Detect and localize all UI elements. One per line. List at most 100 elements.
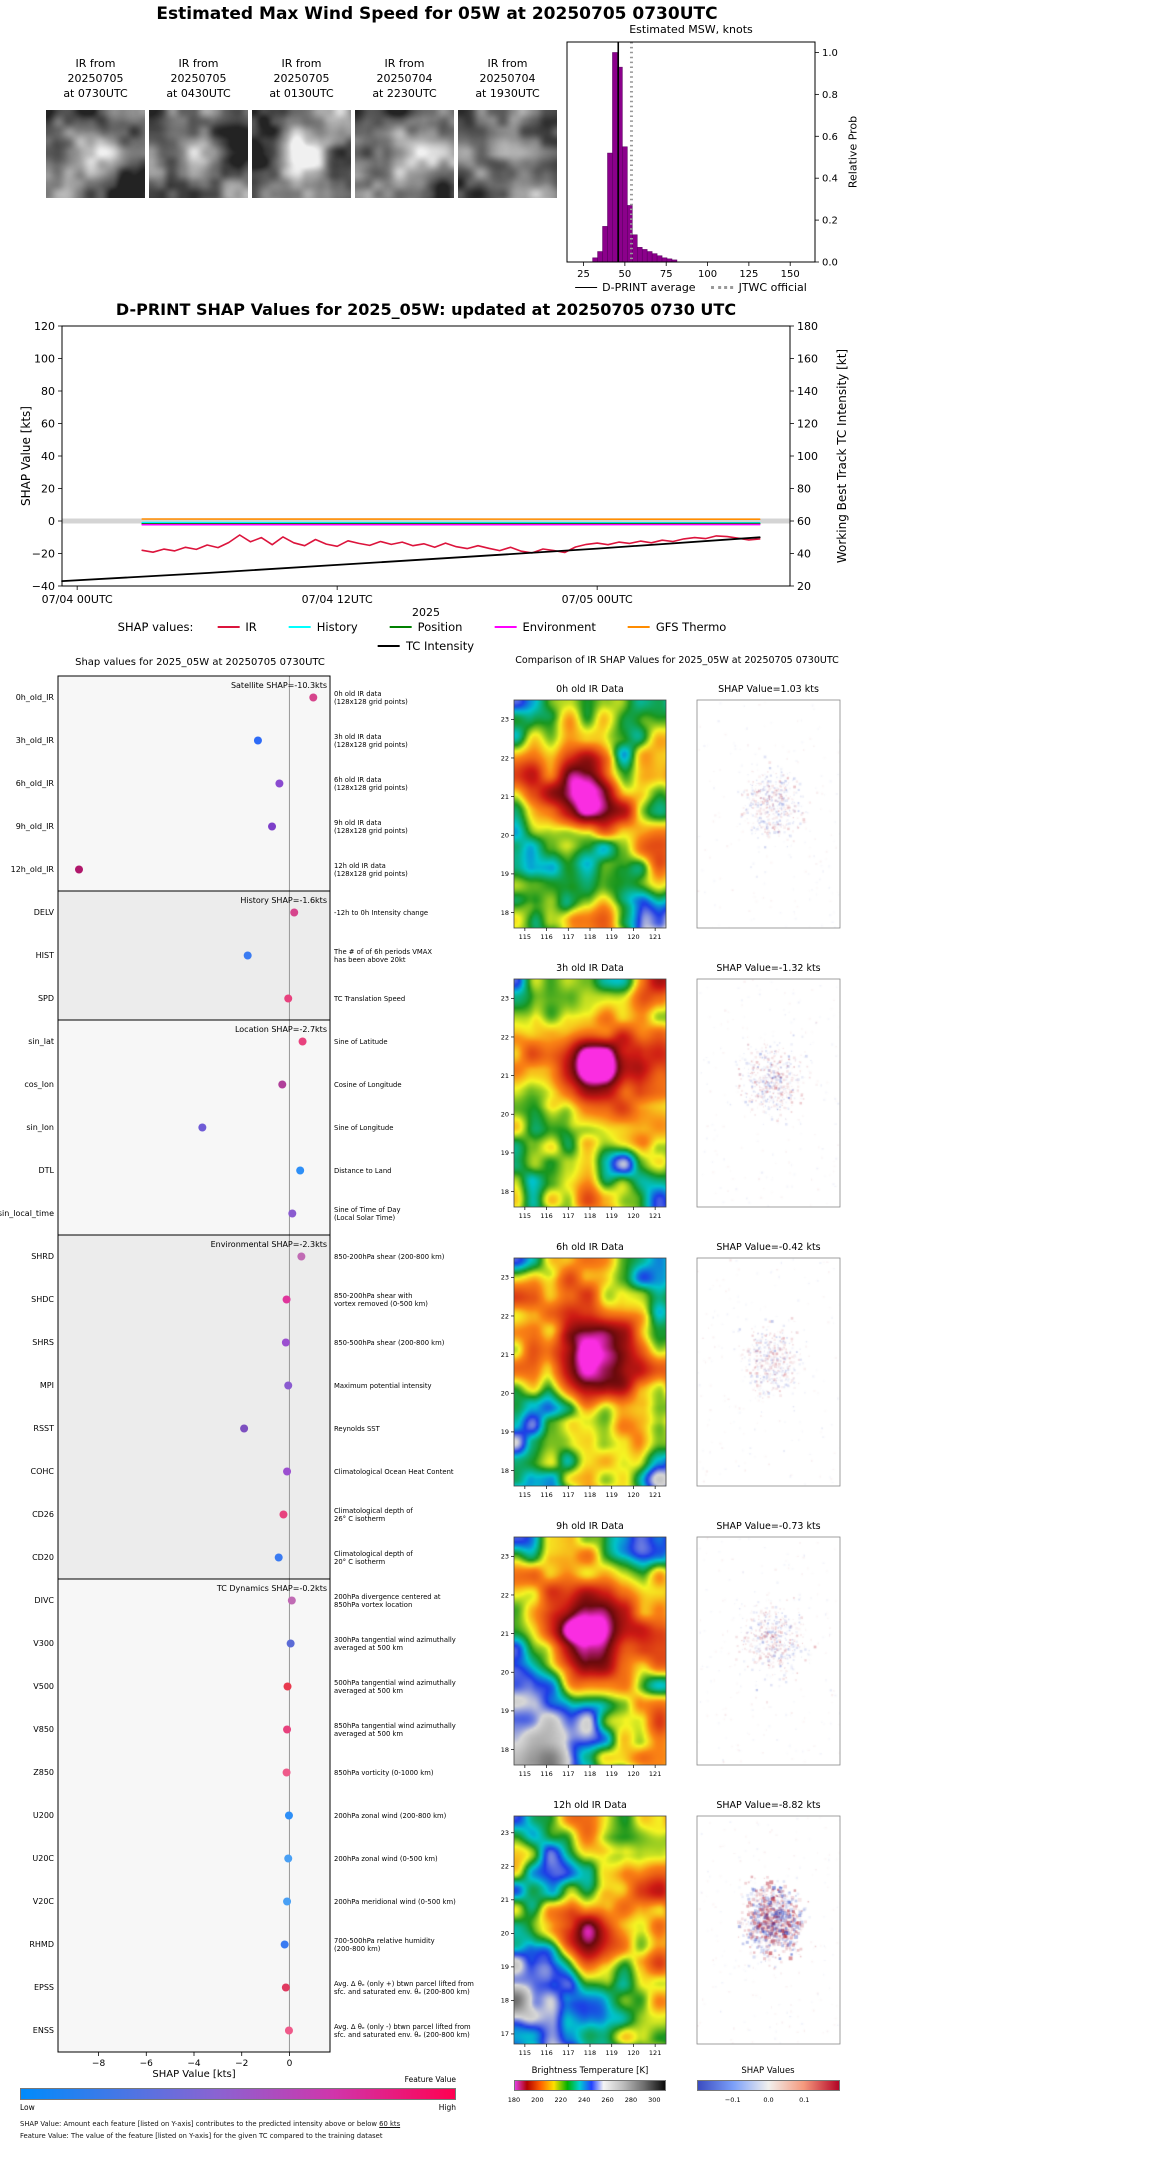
feature-desc: 850hPa tangential wind azimuthally averag… [334, 1722, 456, 1738]
histogram-ylabel: Relative Prob [846, 115, 860, 189]
histogram-bar [627, 205, 633, 263]
shap-dot-u200 [284, 1811, 293, 1820]
ir-data-image [514, 979, 666, 1207]
feature-name-label: CD20 [32, 1553, 54, 1562]
histogram-bar [632, 234, 638, 263]
footnote-shap-value: SHAP Value: Amount each feature [listed … [20, 2120, 400, 2128]
feature-desc: Avg. Δ θₑ (only +) btwn parcel lifted fr… [334, 1980, 474, 1996]
ir-thumb-label-line: IR from [75, 57, 116, 70]
legend-label: History [316, 620, 358, 634]
tick-label: 25 [577, 269, 590, 280]
tick-label: 116 [540, 1491, 552, 1499]
feature-name-label: CD26 [32, 1510, 54, 1519]
feature-name-label: cos_lon [24, 1080, 54, 1089]
tick-label: 115 [519, 1770, 531, 1778]
feature-desc: 200hPa divergence centered at 850hPa vort… [334, 1593, 441, 1609]
tick-label: 121 [649, 1491, 661, 1499]
legend-label: IR [245, 620, 257, 634]
tick-label: 117 [562, 1770, 574, 1778]
feature-desc: Sine of Time of Day (Local Solar Time) [334, 1206, 401, 1222]
shap-dot-0h_old_ir [309, 693, 318, 702]
feature-desc: -12h to 0h Intensity change [334, 909, 428, 917]
dotplot-xlabel: SHAP Value [kts] [152, 2069, 236, 2080]
tick-label: 120 [627, 1491, 639, 1499]
tick-label: −40 [32, 580, 55, 593]
shap-dot-cos_lon [278, 1080, 287, 1089]
page-title: Estimated Max Wind Speed for 05W at 2025… [156, 4, 718, 24]
ir-thumb-label-line: at 1930UTC [475, 87, 540, 100]
feature-desc: 850-500hPa shear (200-800 km) [334, 1339, 445, 1347]
tick-label: 40 [41, 450, 55, 463]
ir-thumb-label-line: 20250704 [479, 72, 536, 85]
tick-label: 125 [739, 269, 758, 280]
feature-value-high-label: High [438, 2103, 456, 2112]
shap-dot-hist [243, 951, 252, 960]
legend-item-environment: Environment [494, 620, 596, 634]
ir-thumb-label-line: IR from [487, 57, 528, 70]
tick-label: 0.8 [822, 90, 838, 101]
feature-desc: Cosine of Longitude [334, 1081, 402, 1089]
histogram-bar [637, 247, 643, 263]
ir-image-title: 3h old IR Data [556, 963, 624, 974]
feature-name-label: sin_local_time [0, 1209, 54, 1218]
tick-label: 0.6 [822, 132, 838, 143]
group-shap-label: Environmental SHAP=-2.3kts [211, 1240, 327, 1249]
shap-timeseries-xlabel: 2025 [412, 606, 440, 619]
tick-label: 120 [627, 2049, 639, 2057]
tick-label: 116 [540, 2049, 552, 2057]
feature-desc: 700-500hPa relative humidity (200-800 km) [334, 1937, 435, 1953]
group-shap-label: Satellite SHAP=-10.3kts [231, 681, 327, 690]
tick-label: 40 [797, 548, 811, 561]
shap-dot-6h_old_ir [275, 779, 284, 788]
shap-dot-12h_old_ir [74, 865, 83, 874]
ir-shap-map [697, 700, 840, 928]
legend-label: TC Intensity [405, 639, 475, 653]
shap-dot-spd [284, 994, 293, 1003]
tick-label: 19 [501, 1963, 509, 1971]
footnote-text: Feature Value: The value of the feature … [20, 2132, 383, 2140]
tick-label: 20 [797, 580, 811, 593]
feature-name-label: SHRD [31, 1252, 54, 1261]
tick-label: 118 [584, 2049, 596, 2057]
tick-label: 118 [584, 933, 596, 941]
histogram-bar [617, 66, 623, 263]
shap-dot-z850 [282, 1768, 291, 1777]
shap-values-colorbar [697, 2080, 840, 2091]
series-line-ir [141, 534, 761, 554]
feature-desc: 200hPa zonal wind (0-500 km) [334, 1855, 438, 1863]
shap-dot-delv [290, 908, 299, 917]
shap-dot-rsst [240, 1424, 249, 1433]
ir-thumb-label-line: 20250705 [170, 72, 227, 85]
legend-prefix: SHAP values: [117, 620, 194, 634]
tick-label: 260 [601, 2096, 613, 2104]
tick-label: 116 [540, 933, 552, 941]
histogram-title: Estimated MSW, knots [629, 23, 753, 36]
tick-label: 118 [584, 1770, 596, 1778]
tick-label: −2 [235, 2059, 248, 2069]
histogram-bar [622, 146, 628, 263]
feature-desc: Distance to Land [334, 1167, 391, 1175]
brightness-temp-colorbar-label: Brightness Temperature [K] [531, 2066, 649, 2076]
legend-line-swatch [217, 626, 240, 628]
histogram-bar [671, 259, 678, 263]
tick-label: 18 [501, 1188, 509, 1196]
feature-name-label: 6h_old_IR [16, 779, 55, 788]
tick-label: 115 [519, 933, 531, 941]
shap-dot-sin_lat [298, 1037, 307, 1046]
shap-dot-mpi [284, 1381, 293, 1390]
tick-label: 119 [606, 1212, 618, 1220]
ir-data-image [514, 1537, 666, 1765]
legend-line-swatch [627, 626, 650, 628]
tick-label: 21 [501, 1072, 509, 1080]
tick-label: 19 [501, 870, 509, 878]
tick-label: −0.1 [725, 2096, 741, 2104]
series-line-tc-intensity [61, 536, 761, 582]
ir-thumb-label: IR from 20250704 at 2230UTC [355, 56, 454, 101]
tick-label: 120 [797, 418, 818, 431]
shap-timeseries-ylabel-right: Working Best Track TC Intensity [kt] [835, 348, 849, 564]
shap-timeseries-ylabel-left: SHAP Value [kts] [19, 406, 33, 506]
tick-label: 240 [578, 2096, 590, 2104]
dotplot-title: Shap values for 2025_05W at 20250705 073… [75, 657, 325, 668]
shap-map-title: SHAP Value=-1.32 kts [716, 963, 820, 974]
